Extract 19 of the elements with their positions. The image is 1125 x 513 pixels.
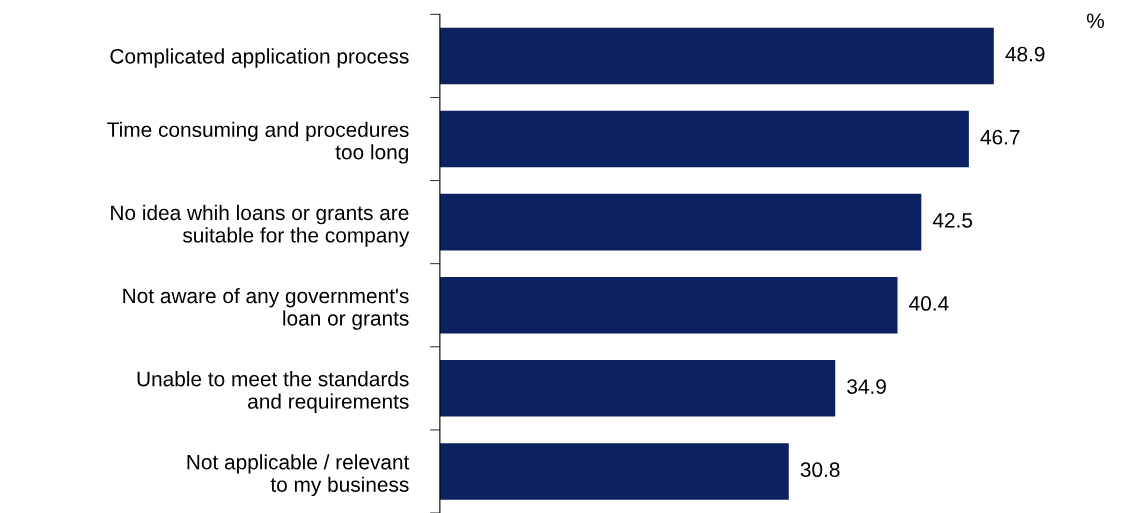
bar (439, 276, 898, 334)
y-tick-label: Not applicable / relevant to my business (187, 454, 410, 497)
data-label: 42.5 (932, 212, 973, 228)
bar (439, 443, 789, 500)
y-tick-label: Unable to meet the standards and requirements (137, 371, 409, 413)
data-label: 40.4 (909, 296, 949, 311)
y-tick-label: Time consuming and procedures too long (107, 121, 409, 164)
y-tick-label: No idea whih loans or grants are suitable for the company (111, 204, 410, 247)
data-label: 30.8 (800, 462, 840, 478)
y-tick-label: Not aware of any government's loan or grants (123, 288, 409, 330)
bar (439, 193, 922, 251)
data-label: 48.9 (1005, 46, 1045, 62)
bar (439, 27, 994, 85)
bar (439, 110, 969, 168)
text: % (1086, 13, 1105, 29)
y-tick-label: Complicated application process (110, 48, 409, 68)
data-label: 46.7 (980, 129, 1020, 145)
data-label: 34.9 (847, 379, 886, 394)
bar (439, 360, 836, 417)
